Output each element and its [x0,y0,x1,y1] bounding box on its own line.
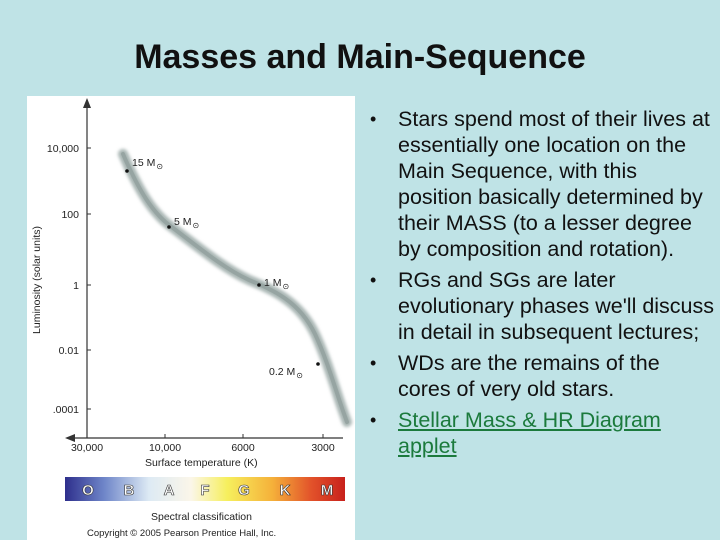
hr-diagram: 10,000 100 1 0.01 .0001 Luminosity (sola… [31,98,352,539]
y-axis-arrow [83,98,91,108]
x-tick-label: 3000 [311,442,335,454]
star-dot-15 [125,169,129,173]
spectral-class-G: G [238,482,250,499]
main-sequence-band [118,149,352,427]
bullet-text: WDs are the remains of the cores of very… [398,351,660,401]
spectral-class-A: A [164,482,175,499]
spectral-class-F: F [200,482,209,499]
spectral-caption: Spectral classification [151,511,252,523]
spectral-class-M: M [321,482,334,499]
bullet-list: • Stars spend most of their lives at esse… [364,106,714,464]
mass-label-1: 1 M⊙ [264,277,289,291]
x-axis-title: Surface temperature (K) [145,457,258,469]
y-tick-label: 10,000 [47,143,79,155]
x-tick-label: 10,000 [149,442,181,454]
copyright-notice: Copyright © 2005 Pearson Prentice Hall, … [87,528,276,539]
bullet-dot: • [370,109,377,129]
mass-label-5: 5 M⊙ [174,216,199,230]
mass-label-0.2: 0.2 M⊙ [269,366,303,380]
bullet-dot: • [370,353,377,373]
bullet-item: • Stellar Mass & HR Diagram applet [364,407,714,459]
bullet-item: • RGs and SGs are later evolutionary phas… [364,267,714,345]
star-dot-1 [257,283,261,287]
bullet-item: • Stars spend most of their lives at esse… [364,106,714,262]
hr-diagram-figure: 10,000 100 1 0.01 .0001 Luminosity (sola… [27,96,355,540]
y-tick-label: 1 [73,280,79,292]
y-axis-title: Luminosity (solar units) [31,226,43,334]
spectral-class-B: B [124,482,135,499]
spectral-bar [65,477,345,501]
x-axis-arrow [65,434,75,442]
star-dot-5 [167,225,171,229]
bullet-dot: • [370,270,377,290]
spectral-class-K: K [280,482,291,499]
y-tick-label: 100 [61,209,79,221]
bullet-text: RGs and SGs are later evolutionary phase… [398,268,715,344]
bullet-text: Stars spend most of their lives at essen… [398,107,710,261]
mass-label-15: 15 M⊙ [132,157,163,171]
y-tick-label: .0001 [53,404,79,416]
slide-title: Masses and Main-Sequence [134,38,586,76]
applet-link[interactable]: Stellar Mass & HR Diagram applet [398,408,661,458]
spectral-class-O: O [82,482,94,499]
bullet-dot: • [370,410,377,430]
star-dot-0.2 [316,362,320,366]
main-sequence-core [121,152,349,424]
x-tick-label: 6000 [231,442,255,454]
y-tick-label: 0.01 [59,345,80,357]
bullet-item: • WDs are the remains of the cores of ver… [364,350,714,402]
x-tick-label: 30,000 [71,442,103,454]
